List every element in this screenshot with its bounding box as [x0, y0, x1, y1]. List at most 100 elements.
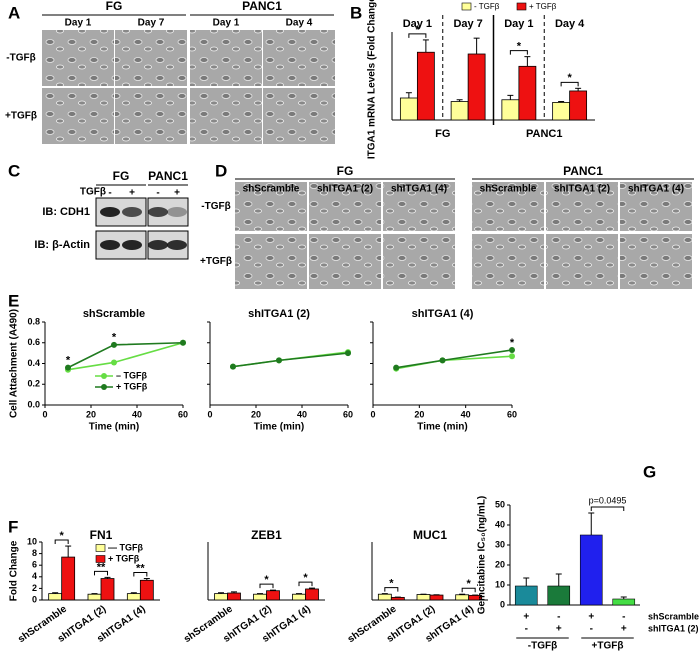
annotation: * — [112, 332, 117, 344]
micrograph — [546, 182, 618, 231]
x-axis-label: Time (min) — [254, 422, 304, 433]
error-bar — [231, 591, 237, 594]
column-label: shITGA1 (2) — [554, 184, 610, 195]
x-tick-label: 20 — [414, 409, 424, 419]
significance-bracket — [509, 50, 528, 55]
y-tick-label: 8 — [32, 548, 37, 558]
column-label: Day 4 — [286, 18, 313, 29]
band — [122, 207, 142, 217]
annotation: * — [66, 355, 71, 367]
row-label: IB: CDH1 — [42, 206, 90, 218]
annotation: * — [567, 72, 572, 84]
bar — [100, 578, 115, 601]
y-tick-label: 50 — [495, 499, 505, 509]
x-axis-label: Time (min) — [417, 422, 467, 433]
significance-bracket — [259, 583, 274, 589]
point — [230, 363, 236, 370]
x-tick-label: 0 — [207, 409, 212, 419]
bar — [390, 596, 405, 601]
error-bar — [270, 589, 276, 591]
table-mark: + — [523, 612, 529, 623]
bar — [569, 90, 588, 121]
error-bar — [459, 593, 466, 595]
y-tick-label: 40 — [495, 519, 505, 529]
micrograph — [42, 88, 114, 144]
y-tick-label: 0.0 — [27, 399, 40, 409]
y-tick-label: 0.4 — [27, 358, 40, 368]
table-mark: + — [621, 624, 627, 635]
significance-bracket — [560, 81, 579, 87]
y-axis-label: Gemcitabine IC₅₀(ng/mL) — [477, 496, 488, 615]
y-axis-label: ITGA1 mRNA Levels (Fold Change) — [367, 0, 378, 159]
annotation: * — [467, 578, 472, 590]
bar — [305, 588, 319, 601]
error-bar — [218, 592, 224, 594]
y-tick-label: 2 — [32, 583, 37, 593]
x-tick-label: 60 — [178, 409, 188, 419]
treatment-label: TGFβ — [80, 187, 106, 198]
line — [67, 341, 184, 369]
significance-bracket — [298, 581, 313, 587]
bar — [514, 585, 538, 606]
bar — [579, 534, 603, 606]
group-header: FG — [106, 0, 123, 13]
legend-label: — TGFβ — [108, 542, 143, 552]
x-tick-label: 40 — [297, 409, 307, 419]
table-mark: + — [588, 612, 594, 623]
micrograph — [42, 30, 114, 86]
panel-letter: F — [8, 517, 18, 536]
panel-letter: D — [215, 161, 227, 180]
point — [509, 347, 515, 354]
significance-bracket — [94, 570, 108, 576]
band — [148, 240, 168, 250]
bar — [266, 590, 280, 601]
row-label: -TGFβ — [6, 53, 35, 64]
y-tick-label: 20 — [495, 559, 505, 569]
significance-bracket — [590, 506, 625, 511]
table-mark: - — [590, 624, 593, 635]
band — [122, 240, 142, 250]
category-label: Day 1 — [504, 18, 533, 30]
error-bar — [65, 545, 72, 558]
point — [180, 339, 186, 346]
annotation: * — [415, 24, 420, 36]
table-mark: - — [622, 612, 625, 623]
panel-letter: C — [8, 161, 20, 180]
group-header: FG — [113, 169, 130, 183]
x-tick-label: 40 — [461, 409, 471, 419]
panel-letter: G — [643, 462, 656, 481]
annotation: ** — [136, 562, 145, 574]
annotation: * — [510, 337, 515, 349]
bar — [227, 592, 241, 601]
bar — [455, 594, 470, 601]
column-label: Day 1 — [213, 18, 240, 29]
band — [100, 207, 120, 217]
category-label: Day 7 — [453, 18, 482, 30]
x-tick-label: 0 — [370, 409, 375, 419]
band — [100, 240, 120, 250]
bar — [552, 102, 571, 121]
row-label: IB: β-Actin — [34, 239, 90, 251]
line — [396, 349, 513, 369]
error-bar — [555, 573, 562, 586]
bar — [253, 593, 267, 601]
error-bar — [309, 587, 315, 589]
legend-marker — [101, 373, 107, 379]
micrograph — [383, 234, 455, 289]
point — [393, 364, 400, 371]
column-label: shITGA1 (4) — [628, 184, 684, 195]
panel-letter: A — [8, 3, 20, 22]
row-label: -TGFβ — [201, 201, 230, 212]
error-bar — [473, 37, 480, 54]
x-axis-label: Time (min) — [89, 422, 139, 433]
y-tick-label: 0.6 — [27, 337, 40, 347]
column-label: shScramble — [480, 184, 537, 195]
annotation: * — [303, 572, 308, 584]
row-label: shScramble — [648, 611, 699, 621]
significance-bracket — [461, 587, 476, 593]
lane-label: - — [108, 188, 111, 199]
bar — [429, 594, 444, 601]
micrograph — [263, 88, 335, 144]
legend-label: – TGFβ — [116, 370, 148, 380]
x-tick-label: 20 — [251, 409, 261, 419]
